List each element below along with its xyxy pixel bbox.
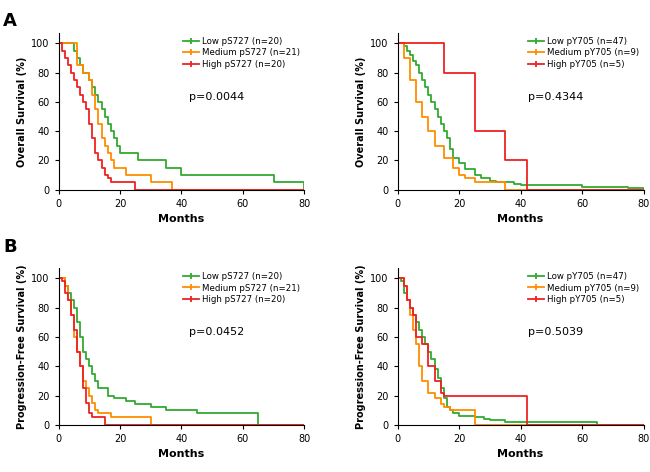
Text: p=0.5039: p=0.5039: [528, 328, 583, 337]
Legend: Low pS727 (n=20), Medium pS727 (n=21), High pS727 (n=20): Low pS727 (n=20), Medium pS727 (n=21), H…: [181, 35, 303, 71]
Y-axis label: Progression-Free Survival (%): Progression-Free Survival (%): [356, 264, 366, 429]
Y-axis label: Overall Survival (%): Overall Survival (%): [356, 56, 366, 167]
X-axis label: Months: Months: [158, 214, 205, 224]
Legend: Low pS727 (n=20), Medium pS727 (n=21), High pS727 (n=20): Low pS727 (n=20), Medium pS727 (n=21), H…: [181, 270, 303, 306]
Legend: Low pY705 (n=47), Medium pY705 (n=9), High pY705 (n=5): Low pY705 (n=47), Medium pY705 (n=9), Hi…: [526, 35, 642, 71]
Legend: Low pY705 (n=47), Medium pY705 (n=9), High pY705 (n=5): Low pY705 (n=47), Medium pY705 (n=9), Hi…: [526, 270, 642, 306]
Y-axis label: Progression-Free Survival (%): Progression-Free Survival (%): [17, 264, 27, 429]
Text: p=0.0044: p=0.0044: [188, 93, 244, 102]
X-axis label: Months: Months: [497, 449, 544, 459]
Text: A: A: [3, 12, 17, 30]
Text: p=0.4344: p=0.4344: [528, 93, 583, 102]
Text: p=0.0452: p=0.0452: [188, 328, 244, 337]
Y-axis label: Overall Survival (%): Overall Survival (%): [17, 56, 27, 167]
Text: B: B: [3, 238, 17, 256]
X-axis label: Months: Months: [497, 214, 544, 224]
X-axis label: Months: Months: [158, 449, 205, 459]
